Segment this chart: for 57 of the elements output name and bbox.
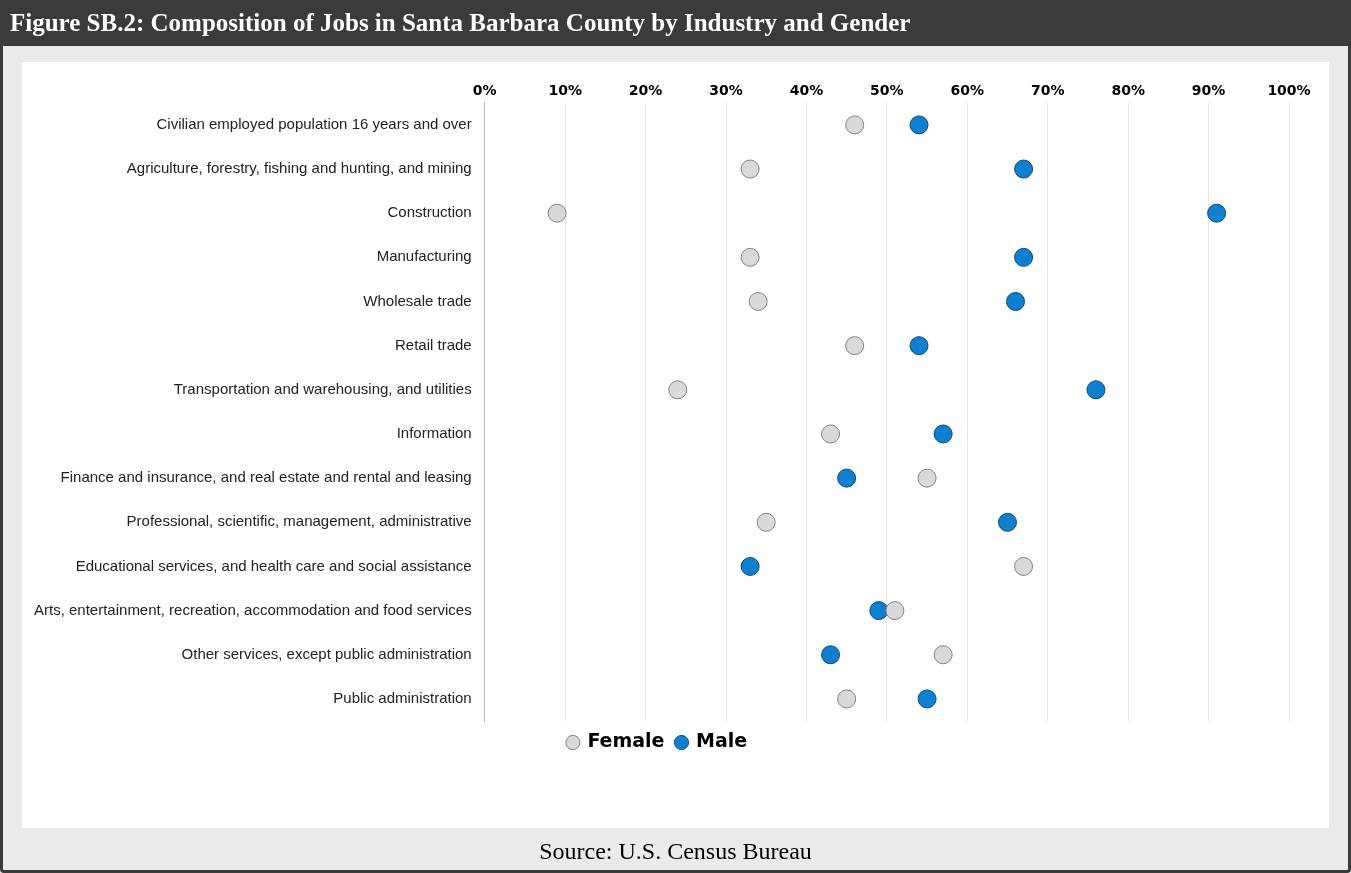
y-tick-label: Agriculture, forestry, fishing and hunting, and mining (126, 159, 472, 177)
point (668, 380, 688, 400)
x-tick-label: 40% (789, 82, 824, 99)
point (909, 115, 929, 135)
point (1014, 159, 1034, 179)
point (917, 468, 937, 488)
point (933, 645, 953, 665)
x-tick-label: 60% (950, 82, 985, 99)
x-tick-label: 80% (1111, 82, 1145, 99)
point (740, 159, 760, 179)
point (837, 689, 857, 709)
x-tick-label: 20% (628, 82, 663, 99)
y-tick-label: Public administration (333, 689, 472, 707)
point (837, 468, 857, 488)
point (909, 336, 929, 356)
point (756, 512, 776, 532)
point (1006, 292, 1026, 312)
y-tick-label: Other services, except public administration (181, 644, 472, 662)
point (547, 203, 567, 223)
legend-label: Female (587, 729, 665, 752)
point (1014, 247, 1034, 267)
point (748, 292, 768, 312)
point (885, 601, 905, 621)
point (821, 424, 841, 444)
legend-label: Male (695, 729, 748, 752)
point (917, 689, 937, 709)
y-tick-label: Finance and insurance, and real estate and rental and leasing (60, 468, 472, 486)
y-tick-label: Construction (387, 203, 472, 221)
point (740, 247, 760, 267)
x-tick-label: 0% (472, 82, 497, 99)
y-tick-label: Arts, entertainment, recreation, accommodation and food services (34, 600, 472, 618)
x-tick-label: 70% (1030, 82, 1065, 99)
point (998, 512, 1017, 532)
x-tick-label: 90% (1191, 82, 1226, 99)
y-tick-label: Civilian employed population 16 years and over (156, 115, 472, 133)
y-tick-label: Educational services, and health care and social assistance (75, 556, 472, 574)
y-tick-label: Transportation and warehousing, and utilities (173, 379, 472, 397)
y-tick-label: Manufacturing (376, 247, 472, 265)
point (821, 645, 841, 665)
x-tick-label: 50% (870, 82, 904, 99)
point (845, 336, 865, 356)
point (869, 601, 889, 621)
point (1207, 203, 1227, 223)
point (933, 424, 953, 444)
y-tick-label: Professional, scientific, management, administrative (126, 512, 472, 530)
point (1086, 380, 1106, 400)
x-tick-label: 10% (548, 82, 582, 99)
chart-title: Figure SB.2: Composition of Jobs in Santa Barbara County by Industry and Gender (0, 0, 1351, 46)
x-tick-label: 100% (1267, 82, 1311, 99)
y-tick-label: Wholesale trade (363, 291, 472, 309)
source-note: Source: U.S. Census Bureau (538, 837, 813, 866)
point (740, 556, 760, 576)
point (845, 115, 865, 135)
x-tick-label: 30% (709, 82, 743, 99)
y-tick-label: Information (396, 424, 472, 442)
y-tick-label: Retail trade (395, 335, 472, 353)
point (1014, 556, 1034, 576)
